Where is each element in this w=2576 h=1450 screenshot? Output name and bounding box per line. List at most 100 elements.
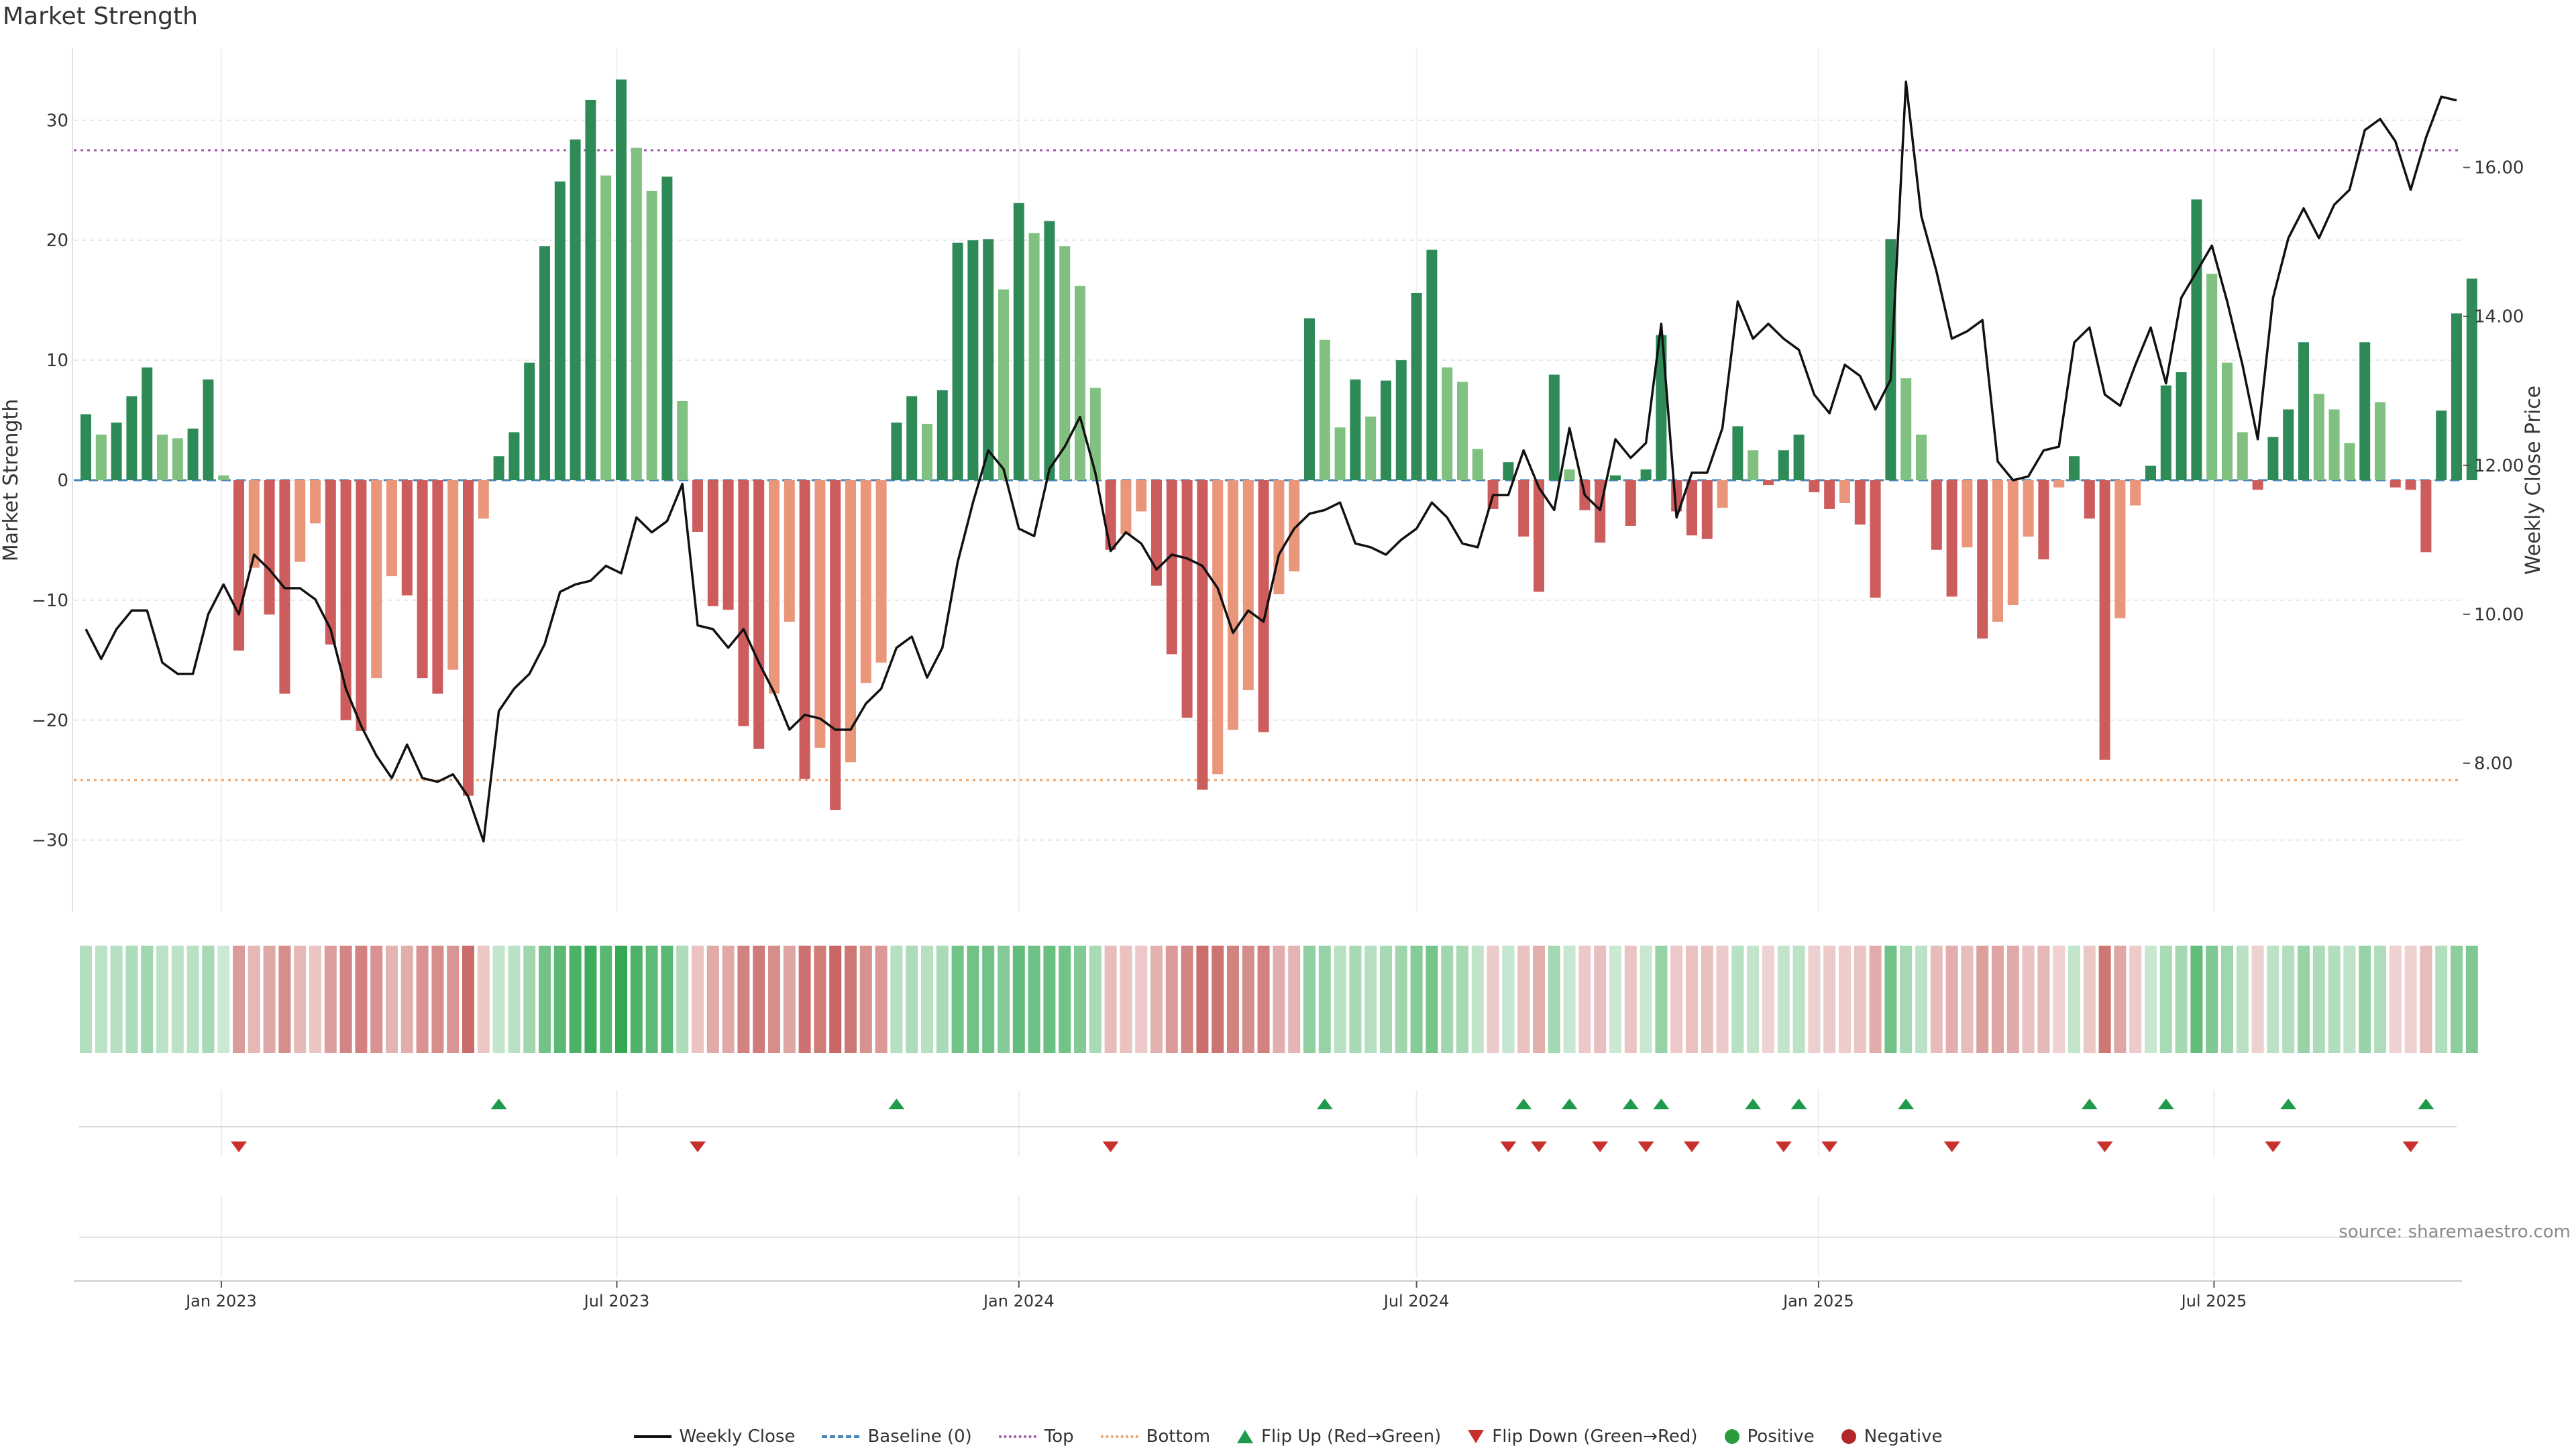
heat-cell: [1594, 946, 1607, 1053]
strength-bar: [983, 239, 994, 480]
strength-bar: [1701, 480, 1713, 539]
legend-label: Weekly Close: [679, 1427, 796, 1447]
strength-bar: [1916, 435, 1927, 480]
flip-down-marker: [231, 1141, 247, 1152]
flip-up-marker: [888, 1099, 905, 1109]
strength-bar: [1304, 318, 1315, 480]
strength-bar: [677, 400, 688, 480]
heat-cell: [1640, 946, 1652, 1053]
strength-bar: [1166, 480, 1177, 655]
strength-bar: [80, 414, 91, 480]
legend-label: Top: [1044, 1427, 1074, 1447]
heat-cell: [2420, 946, 2432, 1053]
heat-cell: [2282, 946, 2295, 1053]
heat-cell: [1976, 946, 1989, 1053]
strength-bar: [264, 480, 275, 615]
strength-bar: [203, 379, 214, 480]
strength-bar: [661, 176, 673, 480]
heat-cell: [1992, 946, 2004, 1053]
heat-cell: [278, 946, 291, 1053]
x-tick-label: Jul 2024: [1383, 1292, 1450, 1310]
heat-cell: [2083, 946, 2096, 1053]
strength-bar: [1686, 480, 1697, 536]
strength-bar: [769, 480, 780, 694]
strength-bar: [738, 480, 749, 726]
strength-bar: [2222, 362, 2233, 480]
strength-bar: [2405, 480, 2416, 490]
flip-up-marker: [1561, 1099, 1578, 1109]
heat-cell: [355, 946, 368, 1053]
legend-item-flip-down: Flip Down (Green→Red): [1468, 1427, 1698, 1447]
heat-cell: [2312, 946, 2325, 1053]
chart-title: Market Strength: [3, 3, 198, 30]
heat-cell: [1318, 946, 1331, 1053]
heat-cell: [1135, 946, 1148, 1053]
flip-up-marker: [2418, 1099, 2434, 1109]
line-swatch-icon: [633, 1435, 672, 1438]
heat-cell: [370, 946, 383, 1053]
strength-bar: [2191, 199, 2202, 480]
heat-cell: [768, 946, 780, 1053]
strength-bar: [1273, 480, 1285, 594]
strength-bar: [2283, 409, 2294, 480]
circle-icon: [1841, 1429, 1856, 1444]
heat-cell: [2221, 946, 2233, 1053]
heat-cell: [95, 946, 107, 1053]
x-tick-label: Jan 2023: [184, 1292, 257, 1310]
legend: Weekly Close Baseline (0) Top Bottom Fli…: [0, 1423, 2576, 1450]
strength-bar: [784, 480, 795, 622]
heat-cell: [294, 946, 307, 1053]
strength-bar: [1242, 480, 1254, 691]
heat-cell: [263, 946, 276, 1053]
heat-cell: [1364, 946, 1377, 1053]
heat-cell: [982, 946, 995, 1053]
x-axis: Jan 2023 Jul 2023 Jan 2024 Jul 2024 Jan 2025…: [74, 1280, 2462, 1310]
heat-cell: [845, 946, 857, 1053]
heat-cell: [890, 946, 903, 1053]
legend-label: Baseline (0): [867, 1427, 972, 1447]
strength-bar: [1962, 480, 1973, 548]
heat-cell: [2328, 946, 2341, 1053]
strength-bar: [1411, 292, 1422, 480]
strength-bar: [95, 435, 107, 480]
heat-cell: [1900, 946, 1913, 1053]
strength-bar: [1503, 462, 1514, 480]
heat-cell: [339, 946, 352, 1053]
heat-cell: [1395, 946, 1407, 1053]
heat-cell: [1150, 946, 1163, 1053]
heat-cell: [1930, 946, 1943, 1053]
legend-label: Positive: [1747, 1427, 1815, 1447]
legend-item-positive: Positive: [1724, 1427, 1815, 1447]
heat-cell: [1655, 946, 1668, 1053]
strength-bar: [2344, 443, 2355, 480]
strength-bar: [922, 423, 932, 480]
heat-cell: [1273, 946, 1285, 1053]
strength-bar: [554, 181, 566, 480]
heat-cell: [1426, 946, 1438, 1053]
x-tick-label: Jan 2025: [1782, 1292, 1854, 1310]
heat-cell: [2037, 946, 2050, 1053]
strength-bar: [1319, 339, 1330, 480]
heat-cell: [1792, 946, 1805, 1053]
flip-down-marker: [1592, 1141, 1609, 1152]
flip-up-marker: [490, 1099, 507, 1109]
flip-up-marker: [1316, 1099, 1333, 1109]
heat-cell: [1242, 946, 1254, 1053]
strength-bar: [891, 423, 902, 480]
heat-cell: [1701, 946, 1713, 1053]
strength-bar: [1793, 435, 1805, 480]
strength-bar: [524, 362, 535, 480]
strength-bar: [2313, 394, 2324, 480]
heat-cell: [1777, 946, 1790, 1053]
heat-cell: [1839, 946, 1851, 1053]
heat-cell: [692, 946, 704, 1053]
strength-bar: [1640, 469, 1652, 480]
dotted-line-swatch-icon: [998, 1435, 1036, 1438]
strength-bar: [875, 480, 887, 663]
legend-item-flip-up: Flip Up (Red→Green): [1237, 1427, 1441, 1447]
heat-cell: [1089, 946, 1102, 1053]
strength-bar: [2390, 480, 2401, 488]
heat-cell: [416, 946, 429, 1053]
strength-bar: [2176, 372, 2187, 480]
strength-bar: [294, 480, 306, 562]
